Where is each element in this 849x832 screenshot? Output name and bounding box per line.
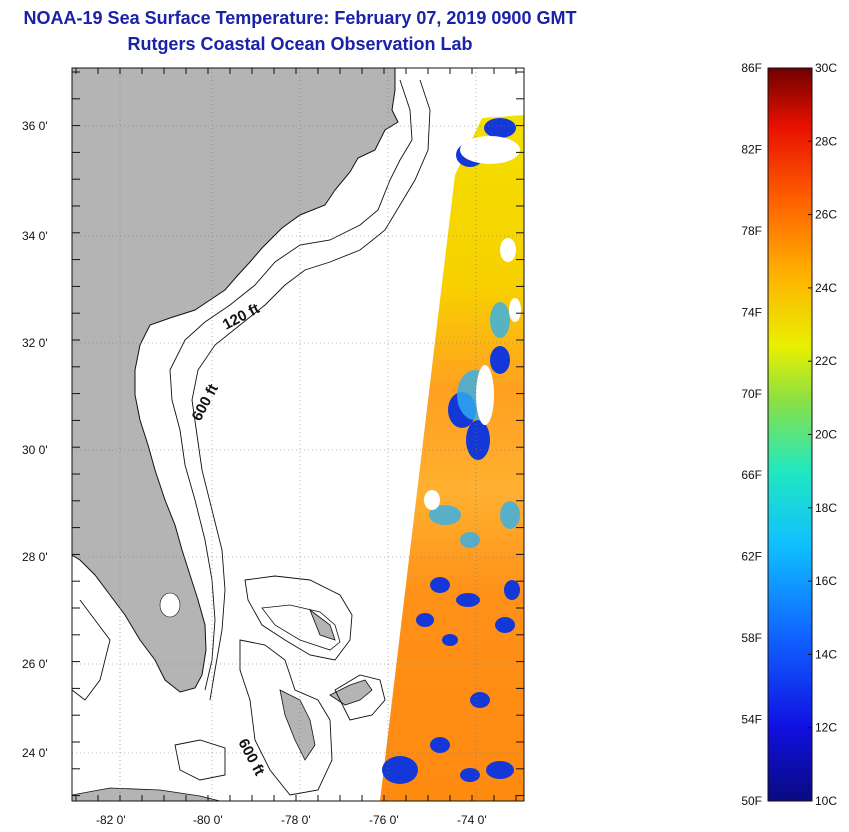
lat-label: 30 0' xyxy=(22,443,48,457)
map-subtitle: Rutgers Coastal Ocean Observation Lab xyxy=(127,34,473,54)
lon-label: -76 0' xyxy=(369,813,399,827)
longitude-labels: -82 0' -80 0' -78 0' -76 0' -74 0' xyxy=(96,813,487,827)
lat-label: 26 0' xyxy=(22,657,48,671)
bathymetry-contours xyxy=(72,79,431,796)
lat-label: 34 0' xyxy=(22,229,48,243)
colorbar-label-c: 28C xyxy=(815,134,837,148)
lake-okeechobee xyxy=(159,592,181,618)
colorbar-label-c: 22C xyxy=(815,354,837,368)
colorbar-label-c: 20C xyxy=(815,428,837,442)
colorbar-label-f: 62F xyxy=(741,550,762,564)
lat-label: 36 0' xyxy=(22,119,48,133)
colorbar-label-f: 82F xyxy=(741,142,762,156)
lon-label: -80 0' xyxy=(193,813,223,827)
map-title: NOAA-19 Sea Surface Temperature: Februar… xyxy=(23,8,577,28)
colorbar-label-f: 50F xyxy=(741,794,762,808)
colorbar-label-f: 58F xyxy=(741,631,762,645)
lon-label: -74 0' xyxy=(457,813,487,827)
map-frame xyxy=(71,67,525,802)
colorbar-label-f: 54F xyxy=(741,713,762,727)
colorbar-label-c: 16C xyxy=(815,574,837,588)
lon-label: -78 0' xyxy=(281,813,311,827)
lat-label: 24 0' xyxy=(22,746,48,760)
colorbar-label-c: 12C xyxy=(815,721,837,735)
land-southeast-us xyxy=(72,68,399,693)
colorbar-label-c: 26C xyxy=(815,208,837,222)
map-gridlines xyxy=(72,68,524,801)
colorbar-label-f: 70F xyxy=(741,387,762,401)
colorbar-label-c: 18C xyxy=(815,501,837,515)
latitude-labels: 36 0' 34 0' 32 0' 30 0' 28 0' 26 0' 24 0… xyxy=(22,119,48,760)
colorbar-label-f: 74F xyxy=(741,305,762,319)
colorbar-label-c: 10C xyxy=(815,794,837,808)
map-panel xyxy=(72,68,524,801)
map-ticks xyxy=(72,68,524,801)
colorbar-label-f: 86F xyxy=(741,61,762,75)
lat-label: 32 0' xyxy=(22,336,48,350)
lon-label: -82 0' xyxy=(96,813,126,827)
colorbar-label-c: 30C xyxy=(815,61,837,75)
colorbar-label-f: 66F xyxy=(741,468,762,482)
colorbar-label-f: 78F xyxy=(741,224,762,238)
land-islands xyxy=(72,604,373,801)
colorbar-label-c: 14C xyxy=(815,647,837,661)
temperature-colorbar: 86F 82F 78F 74F 70F 66F 62F 58F 54F 50F 30C 28C 26C… xyxy=(741,61,837,808)
lat-label: 28 0' xyxy=(22,550,48,564)
colorbar-gradient xyxy=(767,67,813,802)
colorbar-label-c: 24C xyxy=(815,281,837,295)
